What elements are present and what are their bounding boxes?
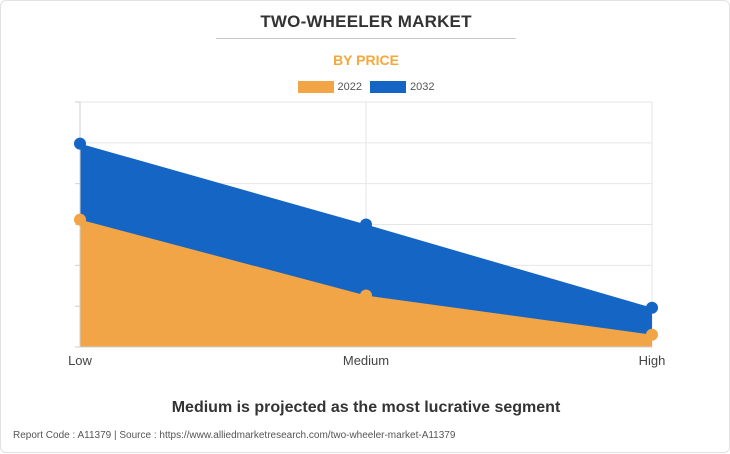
legend-label-2022: 2022 — [337, 81, 362, 93]
data-point-2032-high — [646, 301, 658, 314]
legend-item-2022[interactable]: 2022 — [297, 81, 362, 93]
report-source-footer: Report Code : A11379 | Source : https://… — [13, 430, 456, 441]
title-divider — [216, 38, 516, 39]
chart-legend: 2022 2032 — [1, 81, 730, 93]
legend-swatch-2022 — [297, 81, 334, 93]
legend-label-2032: 2032 — [410, 81, 435, 93]
x-tick-label-high: High — [639, 353, 666, 368]
data-point-2032-low — [74, 137, 86, 150]
data-point-2022-high — [646, 328, 658, 341]
legend-swatch-2032 — [370, 81, 406, 93]
data-point-2032-medium — [360, 218, 372, 231]
chart-subtitle: BY PRICE — [333, 52, 399, 68]
area-series-2022 — [80, 219, 652, 347]
chart-title: TWO-WHEELER MARKET — [260, 12, 472, 31]
data-point-2022-medium — [360, 289, 372, 302]
chart-caption: Medium is projected as the most lucrativ… — [171, 399, 561, 416]
legend-item-2032[interactable]: 2032 — [370, 81, 434, 93]
data-point-2022-low — [74, 213, 86, 226]
x-tick-label-low: Low — [68, 353, 92, 368]
x-tick-label-medium: Medium — [343, 353, 389, 368]
